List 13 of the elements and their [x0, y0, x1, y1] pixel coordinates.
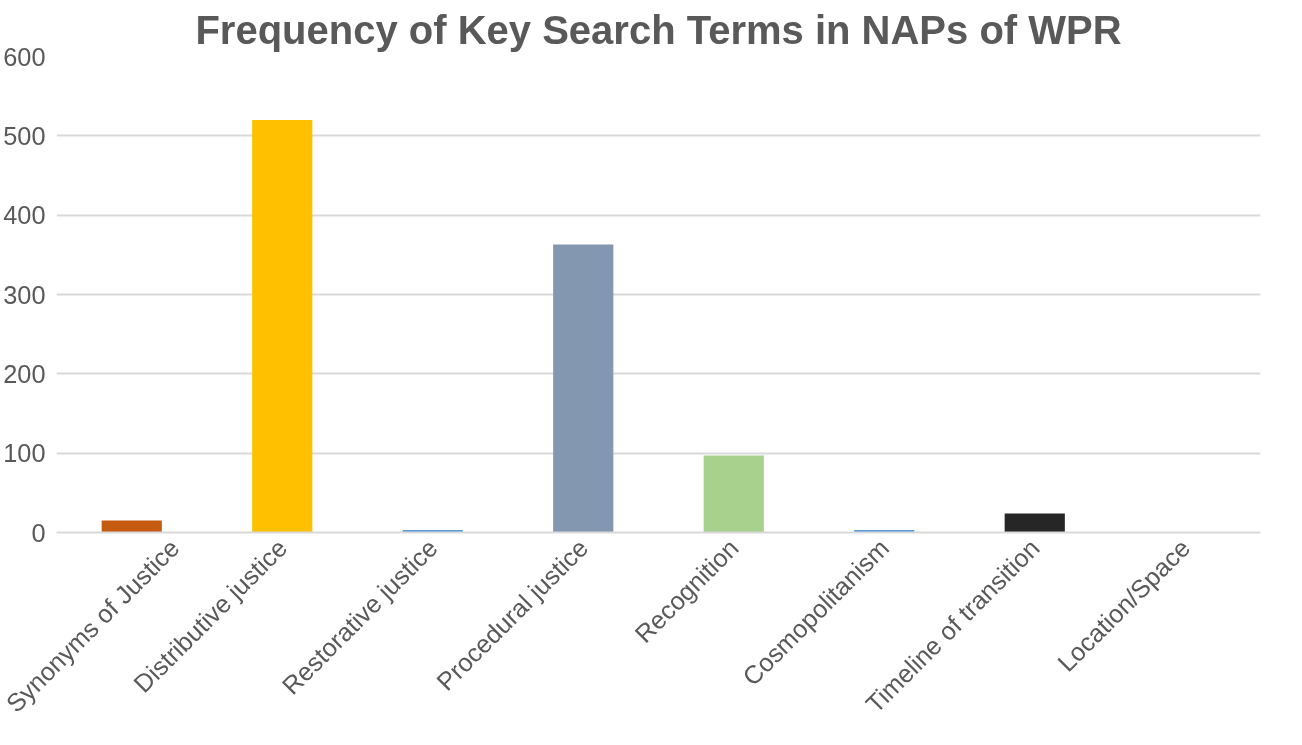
chart-title: Frequency of Key Search Terms in NAPs of WPR: [195, 7, 1122, 52]
bar: [553, 244, 614, 533]
bar: [252, 119, 313, 533]
bar: [1004, 513, 1065, 533]
y-tick-label: 600: [3, 42, 46, 71]
bar: [703, 455, 764, 533]
y-tick-label: 300: [3, 280, 46, 309]
y-tick-label: 400: [3, 201, 46, 230]
y-tick-label: 200: [3, 359, 46, 388]
y-tick-label: 100: [3, 439, 46, 468]
bar: [101, 520, 162, 533]
y-tick-label: 500: [3, 121, 46, 150]
y-tick-label: 0: [31, 518, 46, 547]
